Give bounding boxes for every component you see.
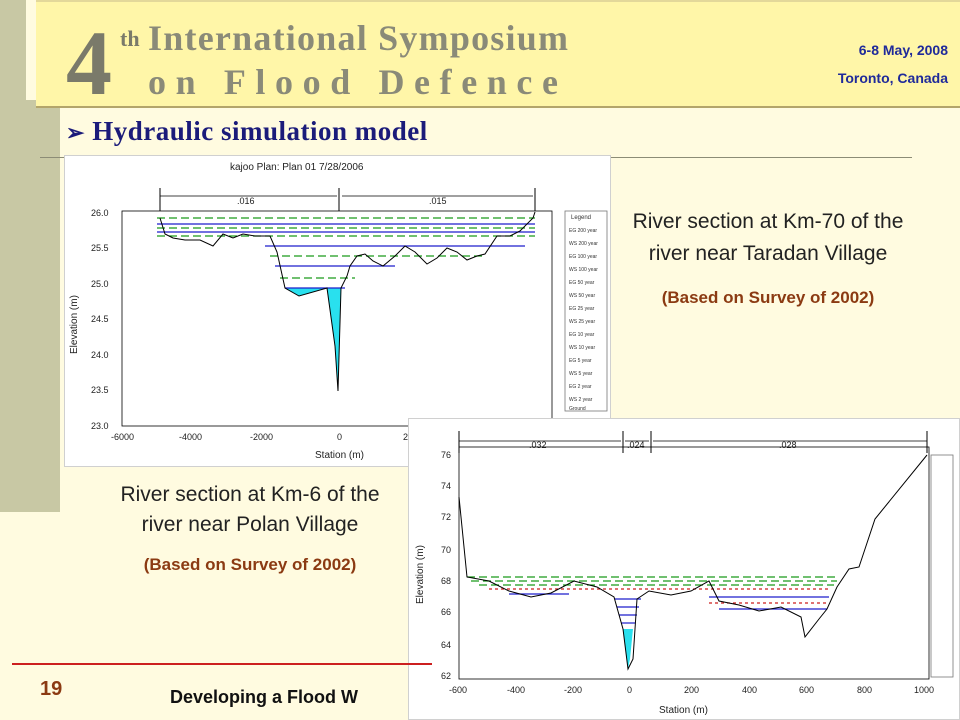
legend-entry: EG 25 year xyxy=(569,306,595,312)
slide-title: ➢ Hydraulic simulation model xyxy=(66,116,428,147)
chart2-n-right: .028 xyxy=(779,440,797,450)
legend-entry: WS 50 year xyxy=(569,293,595,299)
chart-km70-cross-section: kajoo Plan: Plan 01 7/28/2006 .016 .015 … xyxy=(64,155,611,467)
chart-km6-cross-section: .032 .024 .028 Elevation (m) Station (m)… xyxy=(408,418,960,720)
legend-entry: WS 100 year xyxy=(569,267,598,273)
footer-title: Developing a Flood W xyxy=(170,687,358,707)
event-location: Toronto, Canada xyxy=(837,70,948,86)
chart2-n-left: .032 xyxy=(529,440,547,450)
chart1-n-left: .016 xyxy=(237,196,255,206)
chart2-legend xyxy=(930,454,954,678)
slide-title-text: Hydraulic simulation model xyxy=(92,116,428,146)
legend-entry: WS 2 year xyxy=(569,397,593,403)
caption-km6-text: River section at Km-6 of the river near … xyxy=(120,483,380,536)
chart1-xtick: 0 xyxy=(337,432,342,442)
chart2-xtick: -200 xyxy=(564,685,582,695)
chart1-xtick: 2 xyxy=(403,432,408,442)
caption-km6: River section at Km-6 of the river near … xyxy=(105,480,395,578)
chart1-ytick: 24.0 xyxy=(91,350,109,360)
chart2-ytick: 64 xyxy=(441,640,451,650)
chart1-ground-line xyxy=(159,211,536,392)
chart1-water-fill xyxy=(285,288,341,391)
chart1-legend: Legend EG 200 year WS 200 year EG 100 ye… xyxy=(564,210,608,412)
legend-entry: EG 5 year xyxy=(569,358,592,364)
chart1-ytick: 23.5 xyxy=(91,385,109,395)
legend-entry: Ground xyxy=(569,406,586,412)
chart1-ytick: 24.5 xyxy=(91,314,109,324)
left-decor-panel xyxy=(26,100,60,512)
legend-entry: WS 5 year xyxy=(569,371,593,377)
chart2-xtick: 0 xyxy=(627,685,632,695)
title-bullet-icon: ➢ xyxy=(66,120,85,145)
chart1-legend-title: Legend xyxy=(571,215,591,221)
chart2-xtick: 200 xyxy=(684,685,699,695)
chart1-ytick: 25.0 xyxy=(91,279,109,289)
chart2-ytick: 68 xyxy=(441,576,451,586)
legend-entry: EG 100 year xyxy=(569,254,597,260)
legend-entry: WS 25 year xyxy=(569,319,595,325)
chart2-ytick: 70 xyxy=(441,545,451,555)
legend-entry: EG 10 year xyxy=(569,332,595,338)
chart1-ytick: 26.0 xyxy=(91,208,109,218)
symposium-banner xyxy=(36,0,960,108)
chart2-water-fill xyxy=(623,629,633,669)
chart1-ytick: 25.5 xyxy=(91,243,109,253)
chart2-ytick: 62 xyxy=(441,671,451,681)
footer-divider xyxy=(12,663,432,665)
chart1-water-surface-lines xyxy=(157,217,535,289)
chart2-ytick: 66 xyxy=(441,607,451,617)
chart2-xtick: -600 xyxy=(449,685,467,695)
page-number: 19 xyxy=(40,678,63,700)
chart2-ytick: 76 xyxy=(441,450,451,460)
left-decor-bar xyxy=(0,0,26,512)
chart2-ytick: 72 xyxy=(441,512,451,522)
chart2-xlabel: Station (m) xyxy=(659,705,708,716)
chart1-xtick: -4000 xyxy=(179,432,202,442)
legend-entry: WS 200 year xyxy=(569,241,598,247)
symposium-logo: 4 th International Symposium on Flood De… xyxy=(66,12,568,106)
logo-line2: on Flood Defence xyxy=(148,62,558,102)
chart2-water-surface-lines xyxy=(467,576,839,624)
chart2-ground-line xyxy=(458,454,928,671)
chart1-ytick: 23.0 xyxy=(91,421,109,431)
logo-line1: International Symposium xyxy=(148,18,568,58)
chart1-xlabel: Station (m) xyxy=(315,450,364,461)
logo-suffix: th xyxy=(120,26,140,51)
chart1-xtick: -6000 xyxy=(111,432,134,442)
chart1-xtick: -2000 xyxy=(250,432,273,442)
caption-km70-sub: (Based on Survey of 2002) xyxy=(661,288,875,307)
caption-km70: River section at Km-70 of the river near… xyxy=(612,206,924,314)
logo-number: 4 xyxy=(66,12,112,106)
legend-entry: EG 50 year xyxy=(569,280,595,286)
caption-km6-sub: (Based on Survey of 2002) xyxy=(143,555,357,574)
chart1-header: kajoo Plan: Plan 01 7/28/2006 xyxy=(230,162,364,173)
chart1-ylabel: Elevation (m) xyxy=(69,295,80,354)
chart2-xtick: 1000 xyxy=(914,685,934,695)
legend-entry: EG 200 year xyxy=(569,228,597,234)
chart2-xtick: -400 xyxy=(507,685,525,695)
chart2-xtick: 600 xyxy=(799,685,814,695)
chart2-ylabel: Elevation (m) xyxy=(415,545,426,604)
chart2-xtick: 400 xyxy=(742,685,757,695)
chart2-n-mid: .024 xyxy=(627,440,645,450)
chart2-xtick: 800 xyxy=(857,685,872,695)
caption-km70-text: River section at Km-70 of the river near… xyxy=(632,210,904,265)
legend-entry: EG 2 year xyxy=(569,384,592,390)
chart1-n-right: .015 xyxy=(429,196,447,206)
event-date: 6-8 May, 2008 xyxy=(858,42,948,58)
legend-entry: WS 10 year xyxy=(569,345,595,351)
chart2-ytick: 74 xyxy=(441,481,451,491)
